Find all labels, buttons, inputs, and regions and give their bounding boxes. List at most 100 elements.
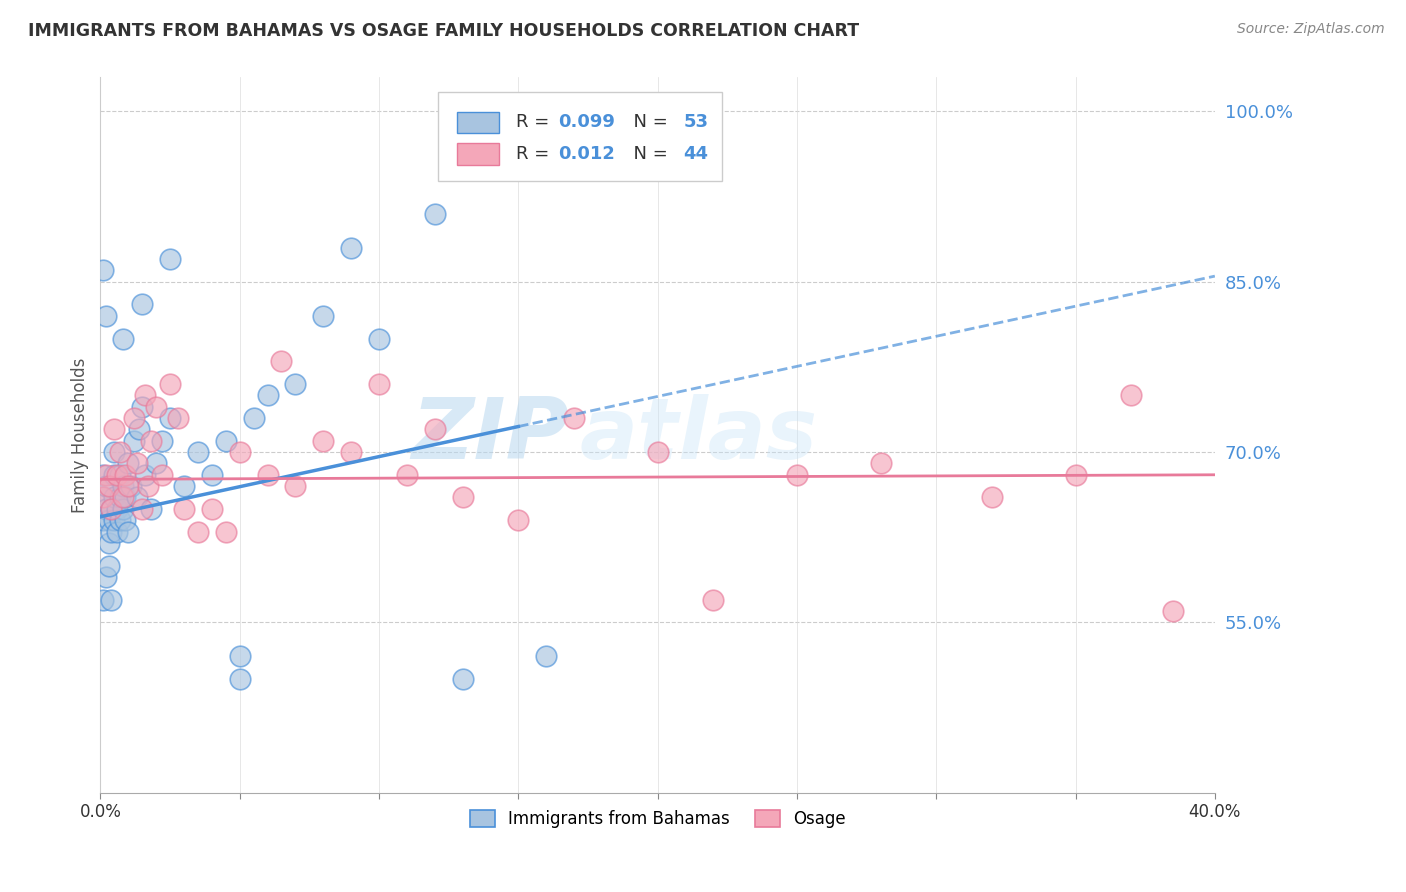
Point	[139, 434, 162, 448]
Point	[312, 434, 335, 448]
Point	[284, 376, 307, 391]
Point	[91, 263, 114, 277]
Point	[111, 491, 134, 505]
Point	[97, 558, 120, 573]
Point	[108, 445, 131, 459]
FancyBboxPatch shape	[439, 92, 723, 181]
Point	[125, 491, 148, 505]
Point	[451, 672, 474, 686]
Point	[117, 479, 139, 493]
Point	[173, 479, 195, 493]
Point	[111, 479, 134, 493]
Text: IMMIGRANTS FROM BAHAMAS VS OSAGE FAMILY HOUSEHOLDS CORRELATION CHART: IMMIGRANTS FROM BAHAMAS VS OSAGE FAMILY …	[28, 22, 859, 40]
Point	[103, 513, 125, 527]
Point	[117, 457, 139, 471]
Point	[270, 354, 292, 368]
Point	[91, 491, 114, 505]
Point	[100, 524, 122, 539]
Point	[312, 309, 335, 323]
Point	[647, 445, 669, 459]
Point	[1161, 604, 1184, 618]
Point	[228, 649, 250, 664]
Point	[94, 467, 117, 482]
FancyBboxPatch shape	[457, 144, 499, 165]
Text: 0.012: 0.012	[558, 145, 616, 163]
Point	[114, 491, 136, 505]
Point	[100, 501, 122, 516]
Text: atlas: atlas	[579, 393, 818, 476]
Point	[111, 332, 134, 346]
Point	[91, 491, 114, 505]
Point	[134, 388, 156, 402]
Point	[395, 467, 418, 482]
Point	[131, 297, 153, 311]
Point	[228, 672, 250, 686]
Point	[340, 241, 363, 255]
Point	[103, 445, 125, 459]
Point	[702, 592, 724, 607]
Point	[145, 457, 167, 471]
Point	[145, 400, 167, 414]
Point	[201, 467, 224, 482]
Point	[150, 467, 173, 482]
Point	[108, 513, 131, 527]
Point	[173, 501, 195, 516]
Point	[256, 388, 278, 402]
Point	[150, 434, 173, 448]
Text: ZIP: ZIP	[411, 393, 568, 476]
Point	[256, 467, 278, 482]
Point	[94, 309, 117, 323]
Y-axis label: Family Households: Family Households	[72, 358, 89, 513]
Point	[108, 467, 131, 482]
Text: N =: N =	[621, 113, 673, 131]
Point	[120, 479, 142, 493]
Point	[131, 400, 153, 414]
Point	[108, 491, 131, 505]
Point	[100, 501, 122, 516]
Point	[91, 467, 114, 482]
Point	[1064, 467, 1087, 482]
Text: 0.099: 0.099	[558, 113, 616, 131]
Point	[114, 467, 136, 482]
Text: R =: R =	[516, 145, 555, 163]
Point	[423, 207, 446, 221]
Text: Source: ZipAtlas.com: Source: ZipAtlas.com	[1237, 22, 1385, 37]
Point	[122, 411, 145, 425]
Point	[103, 491, 125, 505]
Point	[91, 592, 114, 607]
Point	[201, 501, 224, 516]
Point	[97, 513, 120, 527]
Point	[368, 332, 391, 346]
Point	[215, 434, 238, 448]
Point	[368, 376, 391, 391]
Point	[122, 434, 145, 448]
Point	[869, 457, 891, 471]
Point	[94, 501, 117, 516]
Point	[91, 513, 114, 527]
Point	[94, 570, 117, 584]
Point	[981, 491, 1004, 505]
Point	[159, 411, 181, 425]
Legend: Immigrants from Bahamas, Osage: Immigrants from Bahamas, Osage	[463, 803, 852, 834]
Text: N =: N =	[621, 145, 673, 163]
Text: 44: 44	[683, 145, 709, 163]
Point	[94, 479, 117, 493]
Point	[105, 501, 128, 516]
Point	[284, 479, 307, 493]
Point	[167, 411, 190, 425]
Point	[105, 467, 128, 482]
Point	[105, 524, 128, 539]
Text: 53: 53	[683, 113, 709, 131]
Text: R =: R =	[516, 113, 555, 131]
Point	[111, 501, 134, 516]
Point	[423, 422, 446, 436]
Point	[451, 491, 474, 505]
Point	[159, 252, 181, 266]
Point	[128, 422, 150, 436]
Point	[131, 501, 153, 516]
Point	[215, 524, 238, 539]
Point	[103, 422, 125, 436]
Point	[97, 479, 120, 493]
Point	[114, 513, 136, 527]
Point	[1121, 388, 1143, 402]
